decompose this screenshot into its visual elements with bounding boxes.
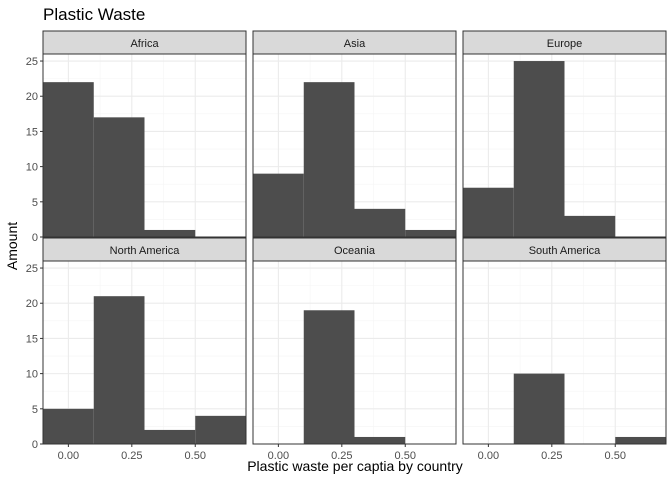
histogram-bar — [43, 408, 94, 444]
histogram-bar — [303, 82, 355, 238]
x-tick-label: 0.25 — [541, 450, 562, 462]
facet-panel: Africa 0 5 10 15 20 25 — [26, 30, 247, 244]
facet-strip — [462, 30, 667, 55]
facet-strip — [42, 237, 247, 262]
y-tick-label: 0 — [32, 439, 38, 451]
x-tick-label: 0.50 — [185, 450, 206, 462]
facet-panel: Asia — [252, 30, 457, 238]
facet-strip-label: Asia — [344, 38, 366, 50]
y-axis-title: Amount — [4, 222, 20, 270]
x-tick-label: 0.25 — [121, 450, 142, 462]
histogram-bar — [513, 61, 565, 238]
y-tick-label: 10 — [26, 162, 38, 174]
x-tick-label: 0.00 — [268, 450, 289, 462]
histogram-bar — [354, 208, 406, 237]
histogram-bar — [195, 415, 246, 444]
x-axis-title: Plastic waste per captia by country — [247, 458, 463, 474]
facet-strip — [462, 237, 667, 262]
facet-panels: Africa 0 5 10 15 20 25 Asia Europe North America 0… — [26, 30, 667, 462]
x-tick-label: 0.50 — [395, 450, 416, 462]
facet-strip-label: South America — [529, 245, 601, 257]
facet-strip-label: Europe — [547, 38, 582, 50]
histogram-bar — [513, 373, 565, 444]
facet-strip — [252, 30, 457, 55]
y-tick-label: 15 — [26, 333, 38, 345]
x-tick-label: 0.25 — [331, 450, 352, 462]
x-tick-label: 0.00 — [58, 450, 79, 462]
histogram-bar — [463, 187, 514, 237]
facet-panel: South America 0.00 0.25 0.50 — [462, 237, 667, 462]
histogram-bar — [615, 436, 666, 444]
histogram-bar — [354, 436, 406, 444]
x-tick-label: 0.50 — [605, 450, 626, 462]
facet-panel: Europe — [462, 30, 667, 238]
facet-panel: Oceania 0.00 0.25 0.50 — [252, 237, 457, 462]
y-tick-label: 10 — [26, 369, 38, 381]
facet-panel: North America 0 5 10 15 20 25 0.00 0.25 0.50 — [26, 237, 247, 462]
y-tick-label: 20 — [26, 298, 38, 310]
y-tick-label: 25 — [26, 56, 38, 68]
x-tick-label: 0.00 — [478, 450, 499, 462]
y-tick-label: 25 — [26, 263, 38, 275]
y-tick-label: 15 — [26, 126, 38, 138]
y-tick-label: 20 — [26, 91, 38, 103]
histogram-bar — [144, 429, 196, 444]
histogram-bar — [93, 296, 145, 444]
histogram-bar — [564, 215, 616, 237]
histogram-bar — [144, 229, 196, 237]
facet-strip-label: Africa — [130, 38, 159, 50]
facet-strip — [42, 30, 247, 55]
y-tick-label: 5 — [32, 197, 38, 209]
histogram-bar — [43, 82, 94, 238]
histogram-bar — [405, 229, 456, 237]
histogram-bar — [303, 310, 355, 444]
histogram-bar — [253, 173, 304, 237]
y-tick-label: 5 — [32, 404, 38, 416]
y-tick-label: 0 — [32, 232, 38, 244]
facet-strip — [252, 237, 457, 262]
histogram-bar — [93, 117, 145, 237]
facet-strip-label: Oceania — [334, 245, 376, 257]
chart-title: Plastic Waste — [43, 5, 145, 24]
facet-strip-label: North America — [110, 245, 181, 257]
